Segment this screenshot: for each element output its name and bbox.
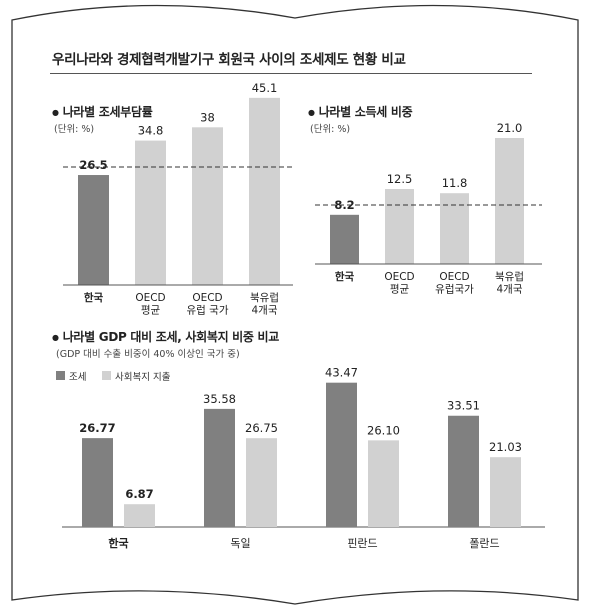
chart2-value-label-1: 12.5 [387, 172, 413, 186]
chart3-bar-3-0 [448, 415, 479, 527]
legend-swatch-welfare [102, 371, 111, 380]
legend-swatch-tax [56, 371, 65, 380]
chart1-category-label-3-1: 4개국 [251, 305, 277, 317]
chart2-category-label-1-1: 평균 [390, 284, 410, 296]
chart2-bar-0 [330, 214, 359, 264]
chart2-unit: (단위: %) [310, 124, 351, 135]
chart3-value-label-2-1: 26.10 [367, 423, 400, 437]
chart2-bar-3 [495, 138, 524, 264]
chart3-subtitle: (GDP 대비 수출 비중이 40% 이상인 국가 중) [56, 349, 240, 360]
chart2-value-label-0: 8.2 [334, 198, 354, 212]
chart2-title: 나라별 소득세 비중 [308, 103, 413, 120]
legend-label-welfare: 사회복지 지출 [115, 372, 171, 383]
chart3-value-label-2-0: 43.47 [325, 366, 358, 380]
chart3-value-label-0-1: 6.87 [125, 487, 153, 501]
chart3-bar-0-1 [124, 504, 155, 527]
chart2-category-label-2-0: OECD [439, 271, 469, 283]
chart3-value-label-0-0: 26.77 [79, 421, 115, 435]
chart3-bar-1-0 [204, 408, 235, 527]
chart1-bar-0 [78, 175, 109, 285]
chart1-unit: (단위: %) [54, 124, 95, 135]
chart1-category-label-2-0: OECD [192, 292, 222, 304]
chart2-category-label-1-0: OECD [384, 271, 414, 283]
chart3-bar-2-0 [326, 382, 357, 527]
chart3-bar-0-0 [82, 438, 113, 527]
chart3-value-label-1-1: 26.75 [245, 421, 278, 435]
chart3-value-label-3-0: 33.51 [447, 399, 480, 413]
chart2-category-label-0-0: 한국 [335, 270, 355, 283]
chart3-title: 나라별 GDP 대비 조세, 사회복지 비중 비교 [52, 328, 280, 345]
chart3-bar-3-1 [490, 457, 521, 527]
chart1-bar-1 [135, 140, 166, 285]
chart1-bar-3 [249, 97, 280, 286]
chart1-value-label-2: 38 [200, 110, 215, 124]
chart2-value-label-2: 11.8 [442, 176, 468, 190]
chart1-category-label-3-0: 북유럽 [250, 291, 279, 304]
chart2-bar-1 [385, 189, 414, 264]
chart3-value-label-3-1: 21.03 [489, 440, 522, 454]
chart2-category-label-2-1: 유럽국가 [435, 283, 474, 296]
title-divider [50, 73, 532, 74]
chart1-value-label-0: 26.5 [79, 158, 107, 172]
chart3-category-label-2: 핀란드 [347, 537, 377, 550]
chart2-value-label-3: 21.0 [497, 121, 523, 135]
chart1-title: 나라별 조세부담률 [52, 103, 153, 120]
chart3-category-label-3: 폴란드 [469, 537, 499, 550]
chart1-category-label-1-1: 평균 [141, 305, 161, 317]
legend-label-tax: 조세 [69, 372, 87, 383]
chart1-bar-2 [192, 127, 223, 285]
chart1-category-label-2-1: 유럽 국가 [187, 304, 229, 317]
chart2-category-label-3-0: 북유럽 [495, 270, 524, 283]
page-title: 우리나라와 경제협력개발기구 회원국 사이의 조세제도 현황 비교 [52, 52, 406, 68]
chart1-category-label-1-0: OECD [135, 292, 165, 304]
chart3-value-label-1-0: 35.58 [203, 392, 236, 406]
chart1-value-label-3: 45.1 [252, 81, 278, 95]
chart3-bar-1-1 [246, 438, 277, 527]
chart3-category-label-0: 한국 [108, 536, 128, 550]
chart1-value-label-1: 34.8 [138, 124, 164, 138]
chart3-category-label-1: 독일 [230, 536, 250, 550]
chart2-category-label-3-1: 4개국 [496, 284, 522, 296]
chart1-category-label-0-0: 한국 [84, 291, 104, 304]
chart3-bar-2-1 [368, 440, 399, 527]
